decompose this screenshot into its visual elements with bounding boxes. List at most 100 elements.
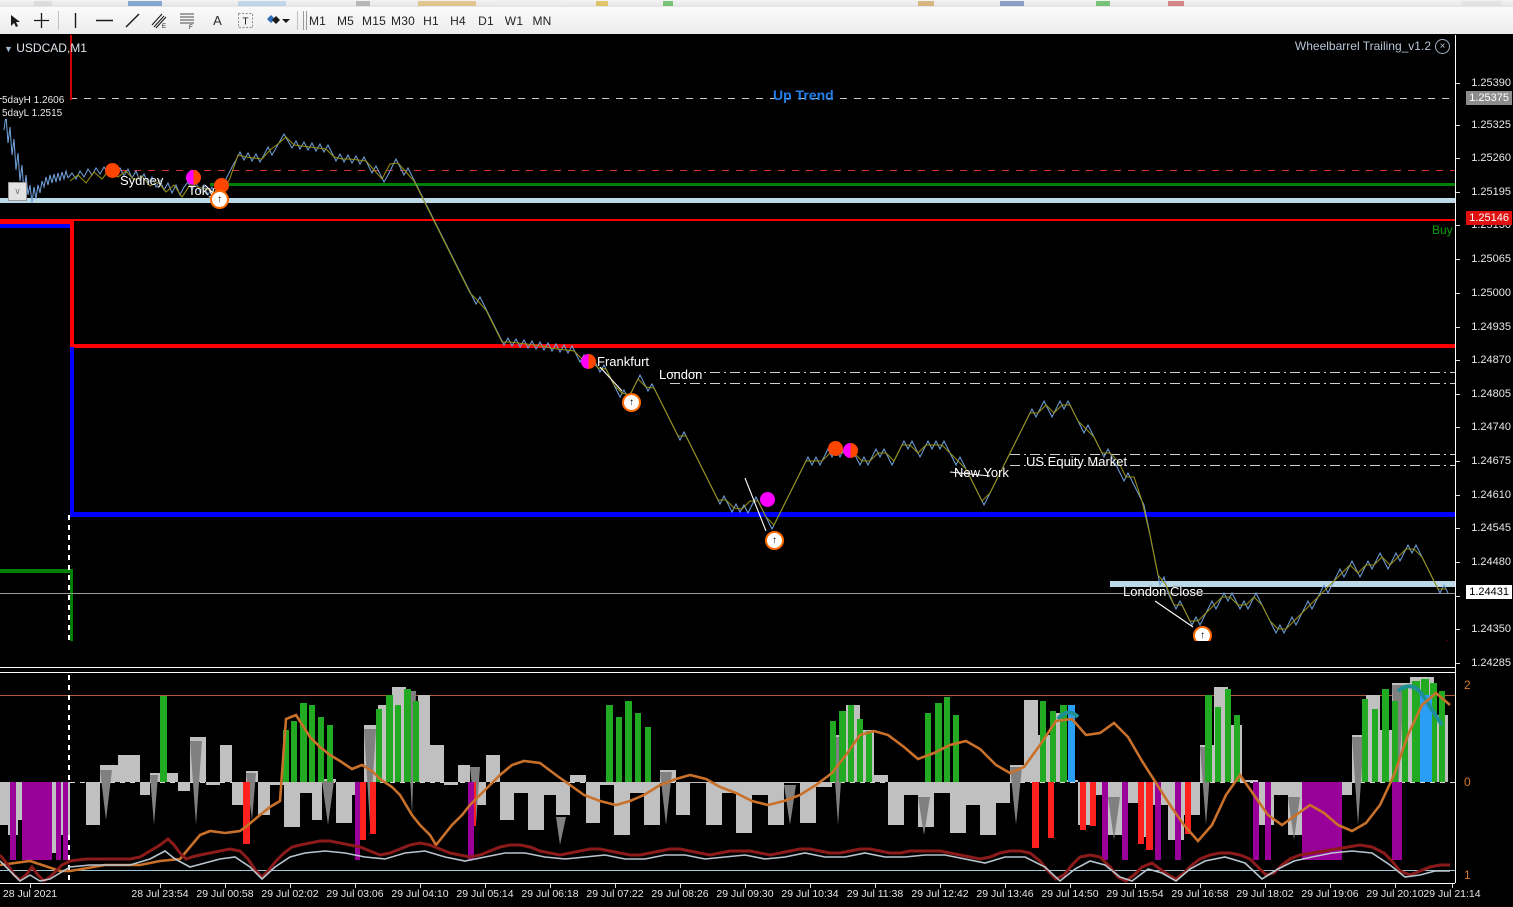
current-price-line — [0, 593, 1455, 594]
toolbar-ghost-3 — [238, 1, 286, 6]
dashdot-level-b — [670, 383, 1455, 384]
time-label-16: 29 Jul 15:54 — [1106, 888, 1164, 900]
signal-arrow-tokyo: ↑ — [210, 190, 229, 209]
chart-left-marker — [70, 35, 72, 100]
timeframe-h1[interactable]: H1 — [423, 13, 439, 28]
indicator-tick-1: 1 — [1464, 868, 1471, 882]
time-label-18: 29 Jul 18:02 — [1236, 888, 1294, 900]
support-line — [70, 512, 1455, 517]
buy-price-tag: 1.25146 — [1466, 211, 1512, 225]
price-tick-0: 1.25390 — [1471, 77, 1511, 89]
time-label-5: 29 Jul 04:10 — [391, 888, 449, 900]
indicator-series — [0, 677, 1451, 883]
price-tick-12: 1.24610 — [1471, 489, 1511, 501]
price-tick-14: 1.24480 — [1471, 556, 1511, 568]
price-chart-pane[interactable]: ▼ USDCAD,M1 5dayH 1.2606 5dayL 1.2515 Wh… — [0, 35, 1455, 641]
price-tick-10: 1.24740 — [1471, 421, 1511, 433]
trendline-tool-icon[interactable] — [121, 9, 144, 32]
time-label-13: 29 Jul 12:42 — [911, 888, 969, 900]
time-label-1: 28 Jul 23:54 — [131, 888, 189, 900]
text-label-tool-icon[interactable]: T — [234, 9, 257, 32]
red-box-left-edge — [70, 221, 74, 347]
timeframe-w1[interactable]: W1 — [504, 13, 524, 28]
toolbar-grip[interactable] — [303, 11, 308, 30]
timeframe-m30[interactable]: M30 — [391, 13, 415, 28]
session-marker-tokyo-b — [214, 178, 229, 193]
time-label-2: 29 Jul 00:58 — [196, 888, 254, 900]
toolbar-ghost-7 — [596, 1, 608, 6]
timeframe-m1[interactable]: M1 — [308, 13, 327, 28]
time-label-6: 29 Jul 05:14 — [456, 888, 514, 900]
time-axis[interactable]: 28 Jul 2021 28 Jul 23:54 29 Jul 00:58 29… — [0, 883, 1481, 907]
session-marker-midday — [760, 492, 775, 507]
pane-divider-bottom — [0, 672, 1455, 673]
dashdot-level-d — [1010, 465, 1455, 466]
toolbar-ghost-2 — [128, 1, 162, 6]
green-lower-left-line — [0, 569, 72, 573]
price-tick-6: 1.25000 — [1471, 287, 1511, 299]
chart-area[interactable]: ▼ USDCAD,M1 5dayH 1.2606 5dayL 1.2515 Wh… — [0, 34, 1513, 907]
horizontal-line-tool-icon[interactable] — [93, 9, 116, 32]
toolbar-separator-2 — [297, 11, 298, 30]
price-series — [3, 114, 1449, 635]
time-label-10: 29 Jul 09:30 — [716, 888, 774, 900]
signal-arrow-london-close: ↑ — [1193, 626, 1212, 641]
timeframe-h4[interactable]: H4 — [450, 13, 466, 28]
price-tick-16: 1.24350 — [1471, 623, 1511, 635]
time-label-21: 29 Jul 21:14 — [1423, 888, 1481, 900]
time-label-7: 29 Jul 06:18 — [521, 888, 579, 900]
indicator-pane[interactable] — [0, 675, 1455, 883]
time-label-19: 29 Jul 19:06 — [1301, 888, 1359, 900]
svg-text:F: F — [189, 25, 193, 29]
time-label-9: 29 Jul 08:26 — [651, 888, 709, 900]
toolbar-ghost-4 — [356, 1, 370, 6]
price-tick-11: 1.24675 — [1471, 455, 1511, 467]
signal-arrow-frankfurt: ↑ — [622, 393, 641, 412]
vertical-day-separator — [68, 515, 70, 641]
last-price-tag: 1.25375 — [1466, 91, 1512, 105]
price-tick-1: 1.25325 — [1471, 119, 1511, 131]
indicator-day-separator — [68, 675, 70, 883]
timeframe-d1[interactable]: D1 — [478, 13, 494, 28]
time-label-15: 29 Jul 14:50 — [1041, 888, 1099, 900]
vertical-line-tool-icon[interactable] — [64, 9, 87, 32]
price-tick-7: 1.24935 — [1471, 321, 1511, 333]
session-marker-newyork-b — [843, 443, 858, 458]
cursor-tool-icon[interactable] — [4, 9, 27, 32]
session-marker-frankfurt — [581, 354, 596, 369]
dashdot-level-c — [1010, 454, 1455, 455]
toolbar-ghost-1 — [34, 1, 52, 6]
price-axis[interactable]: 1.25390 1.25325 1.25260 1.25195 1.25130 … — [1455, 35, 1513, 883]
time-label-8: 29 Jul 07:22 — [586, 888, 644, 900]
pane-divider-top — [0, 667, 1455, 668]
time-label-20: 29 Jul 20:10 — [1366, 888, 1424, 900]
indicator-upper-level — [0, 695, 1455, 696]
buy-entry-line — [0, 219, 1455, 221]
equidistant-channel-tool-icon[interactable]: E — [148, 9, 171, 32]
chevron-down-icon[interactable] — [281, 9, 291, 32]
light-band-lower — [1110, 581, 1455, 587]
crosshair-tool-icon[interactable] — [30, 9, 53, 32]
time-label-11: 29 Jul 10:34 — [781, 888, 839, 900]
svg-text:E: E — [162, 24, 166, 29]
fibonacci-tool-icon[interactable]: F — [176, 9, 199, 32]
shapes-tool-icon[interactable] — [262, 9, 285, 32]
price-tick-13: 1.24545 — [1471, 522, 1511, 534]
time-label-17: 29 Jul 16:58 — [1171, 888, 1229, 900]
time-label-3: 29 Jul 02:02 — [261, 888, 319, 900]
price-tick-17: 1.24285 — [1471, 657, 1511, 669]
blue-box-top-left — [0, 224, 70, 228]
toolbar-ghost-9 — [918, 1, 934, 6]
session-marker-tokyo-a — [186, 170, 201, 185]
svg-text:T: T — [242, 17, 248, 28]
indicator-tick-0: 0 — [1464, 775, 1471, 789]
session-marker-newyork-a — [828, 441, 843, 456]
text-tool-icon[interactable]: A — [213, 13, 222, 28]
timeframe-m15[interactable]: M15 — [362, 13, 386, 28]
resistance-line — [70, 344, 1455, 348]
close-icon[interactable]: × — [1435, 39, 1450, 54]
timeframe-mn[interactable]: MN — [532, 13, 552, 28]
timeframe-m5[interactable]: M5 — [336, 13, 355, 28]
drawing-toolbar: E F A T — [0, 7, 1513, 35]
time-label-14: 29 Jul 13:46 — [976, 888, 1034, 900]
